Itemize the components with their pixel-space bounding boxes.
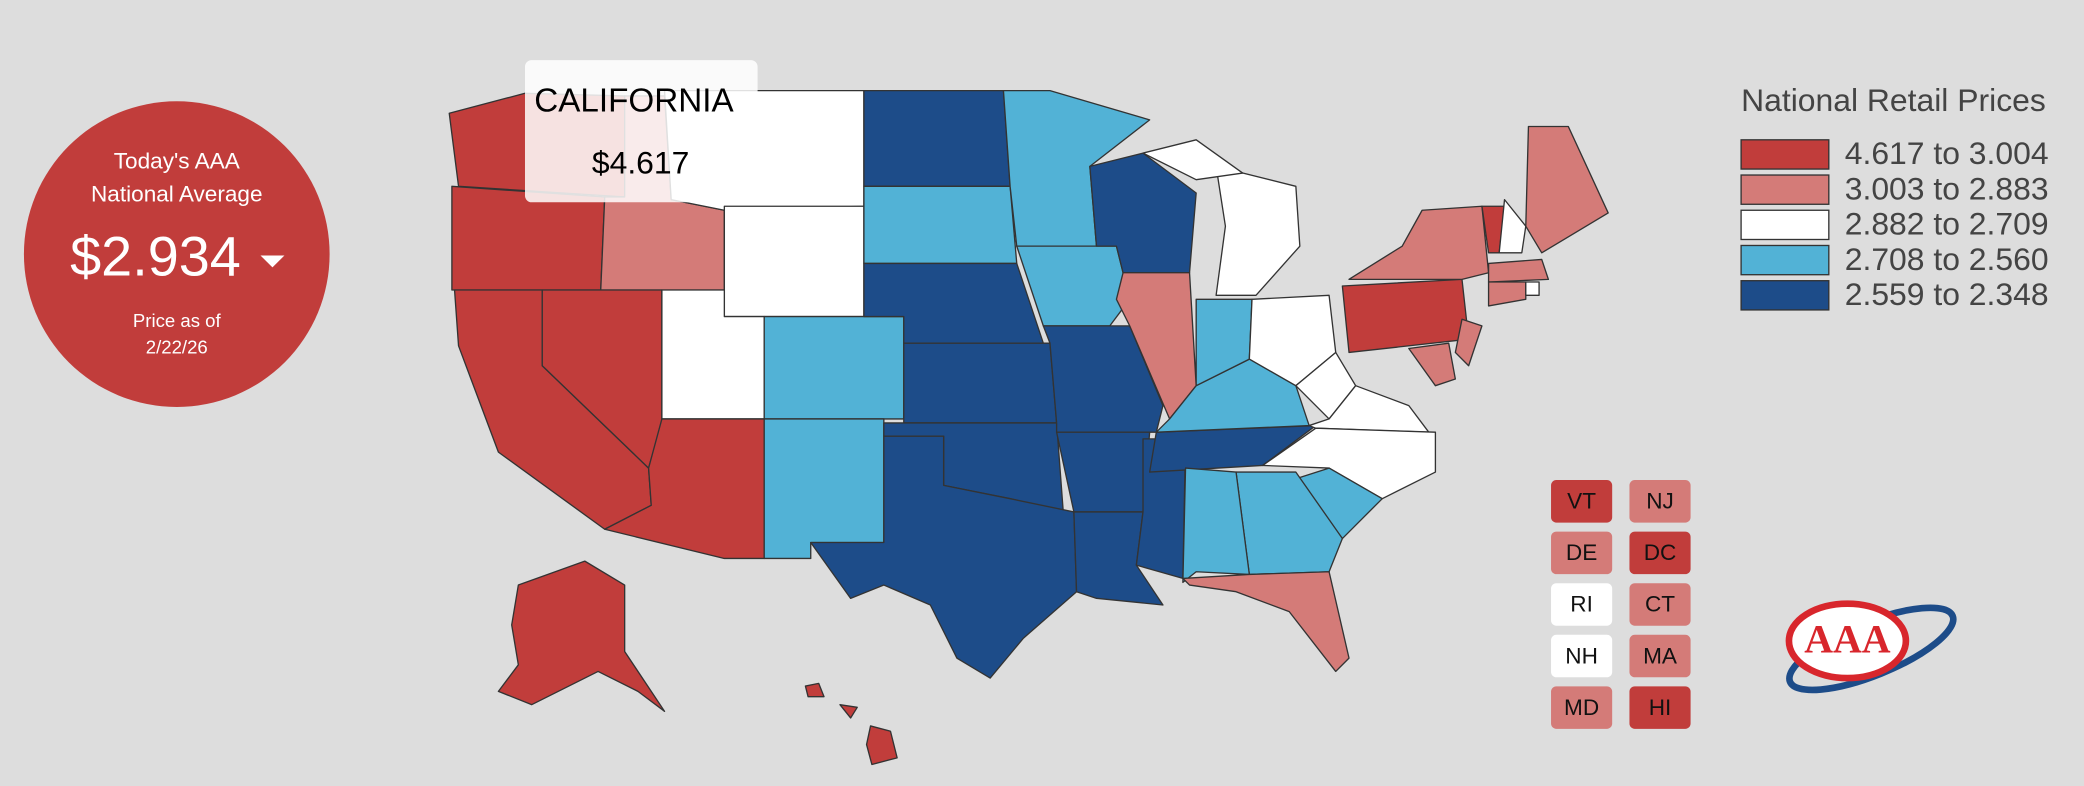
small-state-label: NJ bbox=[1646, 489, 1674, 514]
badge-line2: National Average bbox=[91, 182, 263, 207]
small-states: VT NJ DE DC RI CT NH MA MD HI bbox=[1551, 480, 1691, 729]
small-state-box bbox=[1551, 480, 1613, 523]
state bbox=[1215, 165, 1301, 296]
state bbox=[863, 89, 1011, 187]
state bbox=[1341, 278, 1470, 354]
tooltip bbox=[524, 60, 758, 203]
small-state-label: DE bbox=[1566, 540, 1597, 565]
small-state-label: MA bbox=[1643, 643, 1678, 668]
aaa-logo: AAA bbox=[1785, 600, 1957, 694]
state bbox=[1408, 342, 1457, 387]
state bbox=[763, 418, 885, 560]
state bbox=[863, 185, 1018, 265]
state bbox=[723, 205, 865, 318]
small-state-label: RI bbox=[1570, 592, 1593, 617]
small-state-label: CT bbox=[1645, 592, 1675, 617]
small-state-box bbox=[1629, 531, 1691, 575]
badge-price: $2.934 bbox=[70, 225, 241, 288]
state bbox=[1182, 571, 1350, 673]
state bbox=[497, 560, 666, 712]
legend-swatch bbox=[1740, 174, 1830, 205]
badge-date: 2/22/26 bbox=[146, 336, 208, 357]
state bbox=[1142, 139, 1244, 181]
small-state-box bbox=[1629, 686, 1691, 729]
logo-text: AAA bbox=[1804, 617, 1891, 662]
state bbox=[1182, 467, 1251, 584]
legend-label: 3.003 to 2.883 bbox=[1845, 170, 2049, 206]
legend-label: 2.559 to 2.348 bbox=[1845, 276, 2049, 312]
legend-swatch bbox=[1740, 244, 1830, 276]
state bbox=[1487, 258, 1550, 283]
legend-swatch bbox=[1740, 209, 1830, 241]
state bbox=[1498, 198, 1527, 254]
state bbox=[839, 704, 858, 719]
state bbox=[804, 682, 825, 698]
small-state-label: DC bbox=[1644, 540, 1677, 565]
tooltip-state: CALIFORNIA bbox=[534, 82, 734, 119]
small-state-label: MD bbox=[1564, 695, 1599, 720]
legend-label: 2.708 to 2.560 bbox=[1845, 241, 2049, 277]
small-state-box bbox=[1629, 583, 1691, 626]
small-state-label: VT bbox=[1567, 489, 1596, 514]
national-average-badge bbox=[23, 101, 330, 407]
state bbox=[1525, 281, 1540, 296]
state bbox=[865, 725, 898, 766]
logo-oval bbox=[1785, 600, 1910, 682]
down-arrow bbox=[260, 255, 285, 268]
badge-line1: Today's AAA bbox=[114, 148, 241, 173]
small-state-box bbox=[1629, 480, 1691, 523]
state bbox=[903, 342, 1058, 424]
legend-label: 2.882 to 2.709 bbox=[1845, 206, 2049, 242]
small-state-label: NH bbox=[1565, 643, 1598, 668]
state bbox=[1454, 318, 1483, 367]
badge-date-label: Price as of bbox=[133, 310, 222, 331]
legend-label: 4.617 to 3.004 bbox=[1845, 135, 2049, 171]
small-state-box bbox=[1551, 531, 1613, 575]
legend-title: National Retail Prices bbox=[1741, 82, 2046, 118]
small-state-box bbox=[1629, 634, 1691, 678]
legend-swatch bbox=[1740, 139, 1830, 170]
state bbox=[1487, 281, 1527, 307]
small-state-box bbox=[1551, 686, 1613, 729]
small-state-box bbox=[1551, 583, 1613, 626]
state bbox=[810, 435, 1078, 679]
small-state-label: HI bbox=[1649, 695, 1672, 720]
state bbox=[763, 315, 905, 420]
legend-swatch bbox=[1740, 280, 1830, 311]
tooltip-price: $4.617 bbox=[592, 144, 690, 180]
small-state-box bbox=[1551, 634, 1613, 678]
state bbox=[1525, 125, 1609, 254]
